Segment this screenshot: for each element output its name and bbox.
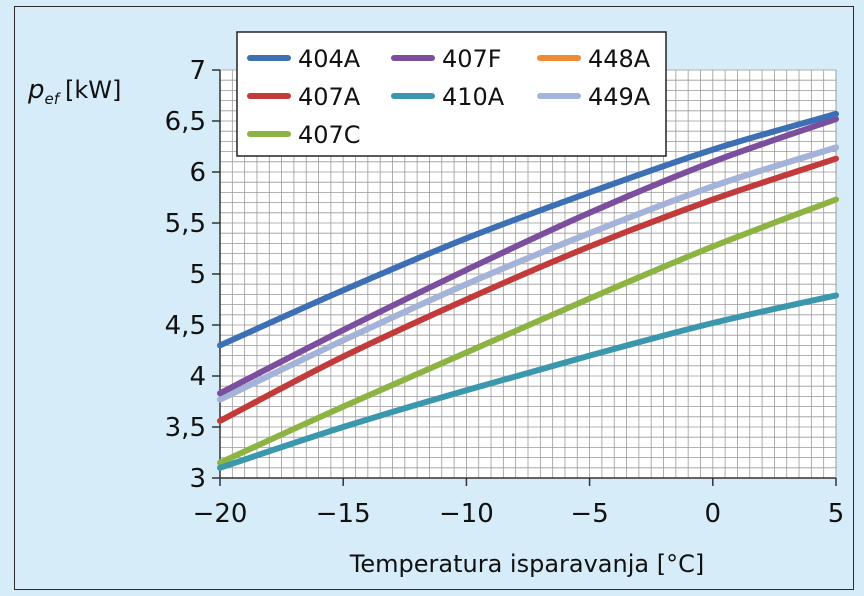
y-tick-label: 4 xyxy=(189,362,206,392)
legend-label-449a: 449A xyxy=(588,83,651,111)
legend-label-407c: 407C xyxy=(298,121,361,149)
x-tick-label: 5 xyxy=(828,499,845,529)
y-tick-label: 5 xyxy=(189,260,206,290)
legend-box xyxy=(236,31,667,157)
series-line-410a xyxy=(217,292,839,471)
x-tick-label: −15 xyxy=(316,499,371,529)
y-axis-title: pef [kW] xyxy=(27,75,121,108)
y-tick-labels: 3 3,5 4 4,5 5 5,5 6 6,5 7 xyxy=(165,56,206,494)
y-axis-subscript: ef xyxy=(45,90,62,108)
x-tick-label: 0 xyxy=(705,499,722,529)
y-tick-label: 3 xyxy=(189,464,206,494)
x-tick-label: −10 xyxy=(439,499,494,529)
series-line-407a xyxy=(217,155,839,424)
y-tick-label: 6,5 xyxy=(165,107,206,137)
axes xyxy=(212,69,837,486)
legend-label-410a: 410A xyxy=(442,83,505,111)
legend-label-404a: 404A xyxy=(298,45,361,73)
x-tick-label: −20 xyxy=(193,499,248,529)
y-tick-label: 4,5 xyxy=(165,311,206,341)
legend-label-407f: 407F xyxy=(442,45,502,73)
y-tick-label: 3,5 xyxy=(165,413,206,443)
y-axis-unit: [kW] xyxy=(65,76,121,104)
series-line-407f xyxy=(217,116,839,397)
legend-label-448a: 448A xyxy=(588,45,651,73)
series-line-449a xyxy=(217,144,839,403)
y-tick-label: 7 xyxy=(189,56,206,86)
x-tick-labels: −20 −15 −10 −5 0 5 xyxy=(193,499,845,529)
series-lines xyxy=(217,110,839,471)
y-tick-label: 5,5 xyxy=(165,209,206,239)
y-axis-symbol: p xyxy=(27,75,45,105)
legend-label-407a: 407A xyxy=(298,83,361,111)
legend: 404A 407F 448A 407A 410A 449A 407C xyxy=(236,31,667,157)
y-tick-label: 6 xyxy=(189,158,206,188)
x-tick-label: −5 xyxy=(570,499,608,529)
series-line-407c xyxy=(217,196,839,466)
x-axis-title: Temperatura isparavanja [°C] xyxy=(349,550,704,578)
series-line-404a xyxy=(217,110,839,349)
